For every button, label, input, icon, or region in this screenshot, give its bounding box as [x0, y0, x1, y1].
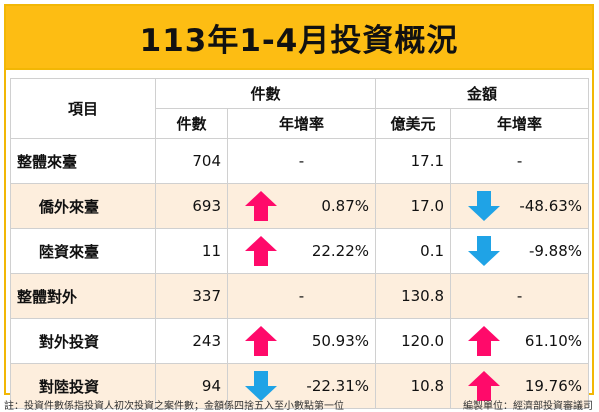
row-label: 對陸投資	[10, 363, 156, 409]
arrow-up-icon	[245, 326, 277, 356]
table-row: 對陸投資 94 -22.31% 10.8 19.76%	[10, 363, 590, 409]
footer-note: 註：投資件數係指投資人初次投資之案件數；金額係四捨五入至小數點第一位	[4, 401, 344, 412]
row-label: 整體對外	[10, 273, 156, 319]
arrow-down-icon	[245, 371, 277, 401]
header-count-growth: 年增率	[226, 108, 377, 139]
header-amount-group: 金額	[375, 78, 590, 109]
count-cell: 693	[155, 183, 228, 229]
header-count: 件數	[155, 108, 228, 139]
count-cell: 243	[155, 318, 228, 364]
header-row-2: 件數 年增率 億美元 年增率	[11, 108, 590, 139]
count-growth-cell: 22.22%	[226, 228, 377, 274]
table-row: 僑外來臺 693 0.87% 17.0 -48.63%	[10, 183, 590, 229]
count-growth-value: 50.93%	[311, 332, 370, 350]
amount-growth-cell: -	[450, 138, 590, 184]
title-bar: 113年1-4月投資概況	[6, 6, 592, 70]
amount-growth-value: -48.63%	[519, 197, 583, 215]
page-title: 113年1-4月投資概況	[139, 22, 459, 59]
count-growth-cell: -22.31%	[226, 363, 377, 409]
count-growth-cell: 50.93%	[226, 318, 377, 364]
count-growth-value: 0.87%	[321, 197, 370, 215]
header-count-group: 件數	[154, 78, 377, 109]
amount-growth-cell: -48.63%	[450, 183, 590, 229]
amount-cell: 10.8	[375, 363, 452, 409]
amount-cell: 120.0	[375, 318, 452, 364]
header-amount-growth: 年增率	[450, 108, 590, 139]
table-row: 整體來臺 704 - 17.1 -	[10, 138, 590, 184]
amount-growth-cell: -9.88%	[450, 228, 590, 274]
header-row-1: 項目 件數 金額	[10, 78, 590, 139]
count-cell: 337	[155, 273, 228, 319]
arrow-up-icon	[468, 326, 501, 356]
amount-growth-cell: 19.76%	[450, 363, 590, 409]
count-cell: 94	[155, 363, 228, 409]
amount-growth-cell: 61.10%	[450, 318, 590, 364]
arrow-up-icon	[245, 191, 277, 221]
count-growth-cell: -	[226, 138, 377, 184]
amount-cell: 17.0	[375, 183, 452, 229]
footer-source: 編製單位：經濟部投資審議司	[463, 401, 593, 412]
row-label: 對外投資	[10, 318, 156, 364]
count-cell: 11	[155, 228, 228, 274]
amount-growth-cell: -	[450, 273, 590, 319]
count-growth-cell: -	[226, 273, 377, 319]
amount-growth-value: 61.10%	[524, 332, 583, 350]
row-label: 整體來臺	[10, 138, 156, 184]
amount-growth-value: -9.88%	[528, 242, 583, 260]
arrow-up-icon	[245, 236, 277, 266]
arrow-down-icon	[468, 191, 501, 221]
infographic-frame: 113年1-4月投資概況 項目 件數 金額 件數 年增率 億美元 年增率 整體來…	[4, 4, 594, 409]
count-growth-value: 22.22%	[311, 242, 370, 260]
amount-growth-value: 19.76%	[524, 377, 583, 395]
table-row: 對外投資 243 50.93% 120.0 61.10%	[10, 318, 590, 364]
amount-cell: 17.1	[375, 138, 452, 184]
arrow-down-icon	[468, 236, 501, 266]
amount-cell: 130.8	[375, 273, 452, 319]
count-growth-value: -22.31%	[306, 377, 370, 395]
row-label: 僑外來臺	[10, 183, 156, 229]
header-item: 項目	[10, 78, 156, 139]
count-growth-cell: 0.87%	[226, 183, 377, 229]
investment-table: 項目 件數 金額 件數 年增率 億美元 年增率 整體來臺 704 - 17.1 …	[10, 78, 590, 409]
arrow-up-icon	[468, 371, 501, 401]
row-label: 陸資來臺	[10, 228, 156, 274]
amount-cell: 0.1	[375, 228, 452, 274]
count-cell: 704	[155, 138, 228, 184]
table-row: 陸資來臺 11 22.22% 0.1 -9.88%	[10, 228, 590, 274]
header-amount-unit: 億美元	[375, 108, 452, 139]
table-row: 整體對外 337 - 130.8 -	[10, 273, 590, 319]
